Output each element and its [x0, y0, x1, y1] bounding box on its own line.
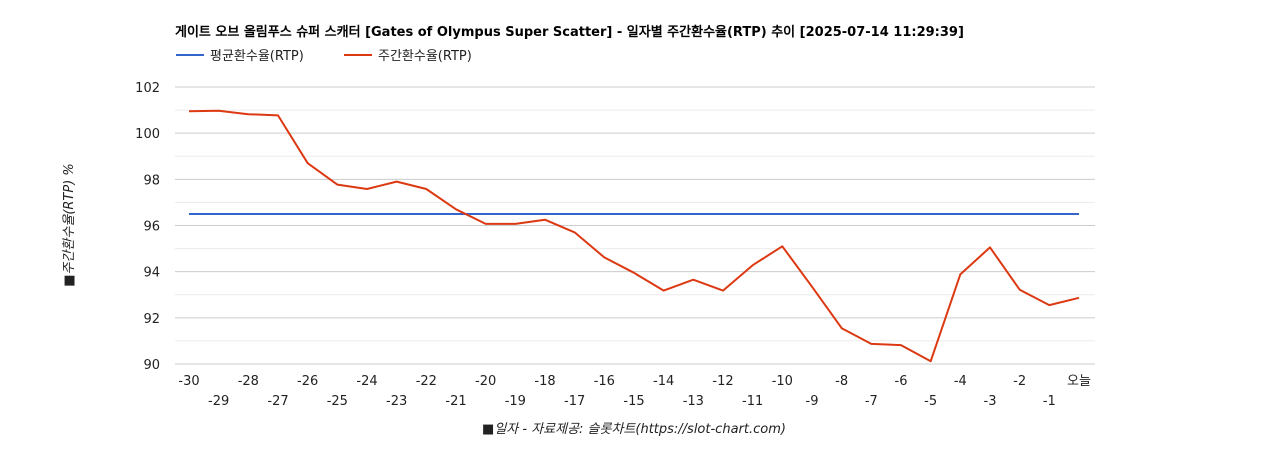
y-tick-label: 100: [135, 127, 160, 142]
legend-item-weekly[interactable]: 주간환수율(RTP): [344, 49, 472, 64]
x-tick-label: -5: [924, 394, 937, 409]
y-tick-label: 90: [143, 358, 160, 373]
x-tick-label: -22: [416, 374, 437, 389]
x-tick-label: -14: [653, 374, 674, 389]
x-tick-label: -6: [895, 374, 908, 389]
legend-label-average: 평균환수율(RTP): [210, 49, 304, 64]
x-tick-label: -9: [806, 394, 819, 409]
series-line-weekly: [188, 109, 1080, 363]
y-tick-label: 92: [143, 312, 160, 327]
x-tick-label: -16: [594, 374, 615, 389]
x-tick-label: -30: [178, 374, 199, 389]
y-tick-label: 96: [143, 220, 160, 235]
x-tick-label: -15: [623, 394, 644, 409]
legend-label-weekly: 주간환수율(RTP): [378, 49, 472, 64]
x-tick-label: -29: [208, 394, 229, 409]
x-tick-label: -26: [297, 374, 318, 389]
x-tick-label: -1: [1043, 394, 1056, 409]
x-tick-label: 오늘: [1067, 374, 1091, 389]
x-tick-label: -4: [954, 374, 967, 389]
x-axis-ticks: -30-29-28-27-26-25-24-23-22-21-20-19-18-…: [178, 374, 1091, 409]
x-tick-label: -21: [445, 394, 466, 409]
x-tick-label: -2: [1013, 374, 1026, 389]
y-tick-label: 94: [143, 266, 160, 281]
y-axis-title: ■주간환수율(RTP) %: [62, 163, 77, 287]
x-tick-label: -17: [564, 394, 585, 409]
x-axis-title: ■일자 - 자료제공: 슬롯차트(https://slot-chart.com): [482, 422, 786, 437]
x-tick-label: -12: [712, 374, 733, 389]
x-tick-label: -24: [356, 374, 377, 389]
x-tick-label: -19: [505, 394, 526, 409]
x-tick-label: -7: [865, 394, 878, 409]
x-tick-label: -20: [475, 374, 496, 389]
series-lines: [188, 109, 1080, 363]
legend-item-average[interactable]: 평균환수율(RTP): [176, 49, 304, 64]
chart-title: 게이트 오브 올림푸스 슈퍼 스캐터 [Gates of Olympus Sup…: [175, 24, 964, 40]
x-tick-label: -27: [267, 394, 288, 409]
x-tick-label: -8: [835, 374, 848, 389]
y-tick-label: 98: [143, 173, 160, 188]
x-tick-label: -18: [534, 374, 555, 389]
x-tick-label: -25: [327, 394, 348, 409]
gridlines: [175, 86, 1095, 365]
x-tick-label: -28: [238, 374, 259, 389]
legend: 평균환수율(RTP) 주간환수율(RTP): [176, 49, 472, 64]
x-tick-label: -10: [772, 374, 793, 389]
x-tick-label: -23: [386, 394, 407, 409]
x-tick-label: -13: [683, 394, 704, 409]
x-tick-label: -11: [742, 394, 763, 409]
x-tick-label: -3: [984, 394, 997, 409]
y-axis-ticks: 90 92 94 96 98 100 102: [135, 81, 160, 373]
y-tick-label: 102: [135, 81, 160, 96]
